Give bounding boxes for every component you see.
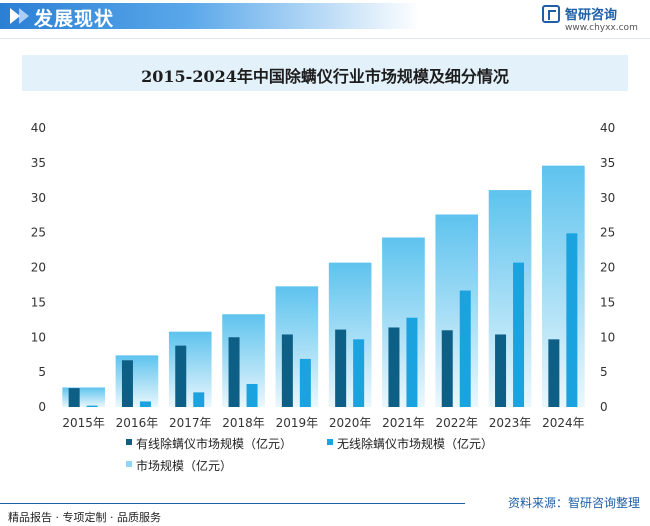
x-tick-label: 2015年 <box>62 416 105 430</box>
legend-market-swatch <box>126 461 132 467</box>
arrow-marker-icon <box>10 8 20 24</box>
x-tick-label: 2019年 <box>276 416 319 430</box>
section-title: 发展现状 <box>34 8 115 30</box>
wired-bar <box>228 337 240 407</box>
chart-title: 2015-2024年中国除螨仪行业市场规模及细分情况 <box>141 67 509 86</box>
wireless-bar <box>193 392 205 407</box>
y-tick-label-left: 35 <box>31 156 46 170</box>
y-tick-label-right: 30 <box>600 191 615 205</box>
wireless-bar <box>459 290 471 407</box>
wired-bar <box>281 334 293 407</box>
x-tick-label: 2016年 <box>116 416 159 430</box>
section-header: 发展现状 智研咨询 www.chyxx.com <box>0 0 650 34</box>
footer-tagline: 精品报告 · 专项定制 · 品质服务 <box>8 511 161 524</box>
brand-name: 智研咨询 <box>565 8 618 23</box>
header-divider <box>0 38 650 39</box>
wireless-bar <box>353 339 365 407</box>
x-tick-label: 2020年 <box>329 416 372 430</box>
y-tick-label-left: 5 <box>38 365 46 379</box>
y-tick-label-left: 30 <box>31 191 46 205</box>
y-tick-label-left: 0 <box>38 400 46 414</box>
arrow-marker-icon-secondary <box>19 8 29 24</box>
y-tick-label-right: 5 <box>600 365 608 379</box>
wireless-bar <box>513 262 525 407</box>
x-tick-label: 2021年 <box>382 416 425 430</box>
x-tick-label: 2017年 <box>169 416 212 430</box>
y-tick-label-left: 25 <box>31 226 46 240</box>
brand-logo-icon <box>542 5 560 23</box>
legend-wireless-label: 无线除螨仪市场规模（亿元） <box>337 436 493 451</box>
y-tick-label-right: 40 <box>600 121 615 135</box>
footer-divider <box>0 503 465 504</box>
x-tick-label: 2022年 <box>435 416 478 430</box>
y-tick-label-right: 10 <box>600 330 615 344</box>
wired-bar <box>495 334 507 407</box>
y-tick-label-left: 15 <box>31 295 46 309</box>
header-banner <box>0 3 420 29</box>
y-tick-label-right: 0 <box>600 400 608 414</box>
y-tick-label-right: 15 <box>600 295 615 309</box>
brand-url: www.chyxx.com <box>565 23 638 33</box>
wireless-bar <box>246 383 258 407</box>
source-note: 资料来源：智研咨询整理 <box>507 496 640 510</box>
legend-wired-swatch <box>126 439 132 445</box>
y-tick-label-left: 20 <box>31 261 46 275</box>
wireless-bar <box>139 401 151 407</box>
wired-bar <box>335 329 347 407</box>
wired-bar <box>388 327 400 407</box>
y-tick-label-left: 40 <box>31 121 46 135</box>
wireless-bar <box>86 405 98 407</box>
wired-bar <box>175 345 187 407</box>
wireless-bar <box>566 233 578 407</box>
brand: 智研咨询 www.chyxx.com <box>542 4 642 38</box>
legend-market-label: 市场规模（亿元） <box>136 458 232 473</box>
chart-title-band: 2015-2024年中国除螨仪行业市场规模及细分情况 <box>22 55 628 91</box>
wired-bar <box>121 360 133 407</box>
y-tick-label-right: 20 <box>600 261 615 275</box>
x-tick-label: 2024年 <box>542 416 585 430</box>
x-tick-label: 2018年 <box>222 416 265 430</box>
legend-wired-label: 有线除螨仪市场规模（亿元） <box>136 436 292 451</box>
legend-wireless-swatch <box>327 439 333 445</box>
y-tick-label-right: 35 <box>600 156 615 170</box>
x-tick-label: 2023年 <box>489 416 532 430</box>
wired-bar <box>441 330 453 407</box>
wireless-bar <box>406 317 418 407</box>
y-tick-label-left: 10 <box>31 330 46 344</box>
wired-bar <box>548 339 560 407</box>
wired-bar <box>68 388 80 407</box>
wireless-bar <box>299 358 311 407</box>
y-tick-label-right: 25 <box>600 226 615 240</box>
